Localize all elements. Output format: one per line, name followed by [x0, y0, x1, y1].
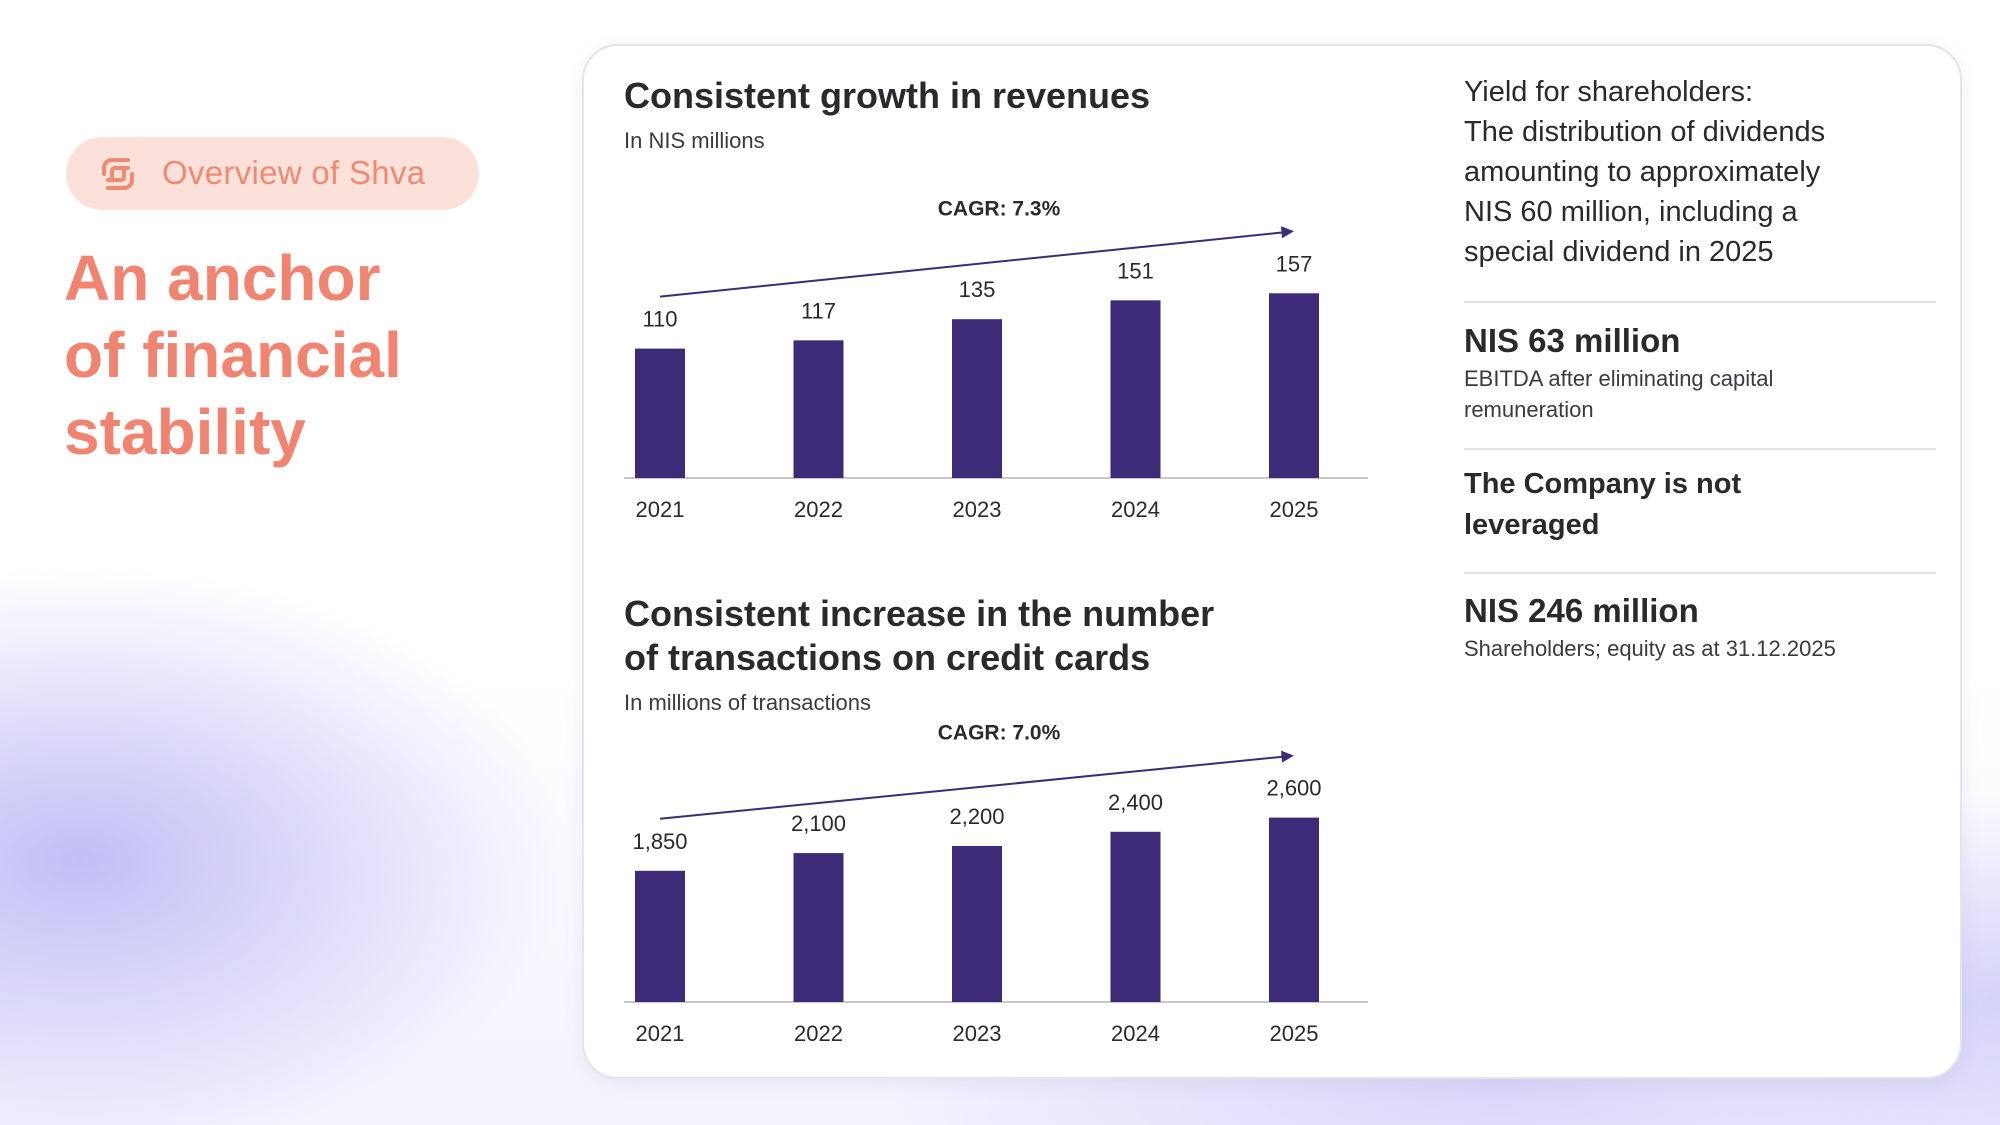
revenue-chart-subtitle: In NIS millions	[624, 128, 765, 153]
data-label: 117	[801, 298, 836, 323]
bar	[635, 870, 685, 1002]
leverage-statement: The Company is not leveraged	[1464, 464, 1864, 546]
cagr-annotation: CAGR: 7.0%	[938, 722, 1061, 745]
x-tick-label: 2021	[636, 497, 685, 522]
x-tick-label: 2021	[636, 1021, 685, 1046]
transactions-bar-chart: 1,850 2021 2,100 2022 2,200 2023 2,400 2024 2,60…	[624, 722, 1368, 1046]
cagr-arrow-head	[1281, 750, 1294, 763]
ebitda-caption: EBITDA after eliminating capital remuner…	[1464, 366, 1774, 422]
yield-line: special dividend in 2025	[1464, 236, 1774, 268]
equity-value: NIS 246 million	[1464, 592, 1699, 629]
data-label: 135	[959, 277, 996, 302]
data-label: 151	[1117, 258, 1154, 283]
yield-text: Yield for shareholders: The distribution…	[1464, 72, 1944, 272]
data-label: 2,400	[1108, 790, 1163, 815]
bar	[1269, 293, 1319, 478]
section-pill: Overview of Shva	[66, 137, 479, 210]
bar	[635, 348, 685, 478]
financial-card: Consistent growth in revenues In NIS mil…	[582, 44, 1962, 1079]
data-label: 110	[642, 307, 677, 332]
ebitda-value: NIS 63 million	[1464, 322, 1681, 359]
shva-logo-icon	[102, 158, 134, 190]
data-label: 157	[1276, 251, 1313, 276]
equity-caption: Shareholders; equity as at 31.12.2025	[1464, 636, 1836, 661]
yield-line: NIS 60 million, including a	[1464, 196, 1798, 228]
title-line: Consistent increase in the number	[624, 593, 1215, 634]
bar	[793, 340, 844, 478]
data-label: 2,600	[1266, 776, 1321, 801]
divider	[1464, 572, 1936, 574]
bar	[1269, 817, 1319, 1002]
cagr-trend-line	[659, 231, 1285, 298]
bar	[1110, 300, 1161, 478]
data-label: 2,200	[949, 804, 1004, 829]
x-tick-label: 2024	[1111, 1021, 1160, 1046]
x-tick-label: 2022	[794, 497, 843, 522]
yield-line: amounting to approximately	[1464, 156, 1821, 188]
divider	[1464, 301, 1936, 303]
headline-line: An anchor	[64, 242, 381, 314]
x-tick-label: 2024	[1111, 497, 1160, 522]
page-headline: An anchor of financial stability	[64, 240, 544, 471]
yield-line: Yield for shareholders:	[1464, 76, 1754, 108]
bar	[793, 853, 844, 1002]
bar	[952, 845, 1002, 1002]
cagr-trend-line	[659, 755, 1285, 820]
x-tick-label: 2025	[1270, 497, 1319, 522]
data-label: 1,850	[632, 829, 687, 854]
leverage-line: The Company is not	[1464, 468, 1742, 500]
bar	[1110, 831, 1161, 1002]
title-line: of transactions on credit cards	[624, 637, 1151, 678]
revenue-bar-chart: 110 2021 117 2022 135 2023 151 2024 157 2025 CAGR:…	[624, 197, 1368, 522]
section-pill-label: Overview of Shva	[162, 154, 426, 191]
x-tick-label: 2022	[794, 1021, 843, 1046]
cagr-arrow-head	[1281, 226, 1294, 239]
bar	[952, 319, 1002, 478]
x-tick-label: 2023	[953, 1021, 1002, 1046]
x-tick-label: 2023	[953, 497, 1002, 522]
transactions-chart-title: Consistent increase in the number of tra…	[624, 592, 1214, 680]
headline-line: of financial	[64, 319, 402, 391]
divider	[1464, 448, 1936, 450]
headline-line: stability	[64, 396, 306, 468]
x-tick-label: 2025	[1270, 1021, 1319, 1046]
cagr-annotation: CAGR: 7.3%	[938, 197, 1061, 220]
transactions-chart-subtitle: In millions of transactions	[624, 690, 871, 715]
revenue-chart-title: Consistent growth in revenues	[624, 75, 1151, 116]
data-label: 2,100	[791, 811, 846, 836]
leverage-line: leveraged	[1464, 509, 1600, 541]
yield-line: The distribution of dividends	[1464, 116, 1826, 148]
